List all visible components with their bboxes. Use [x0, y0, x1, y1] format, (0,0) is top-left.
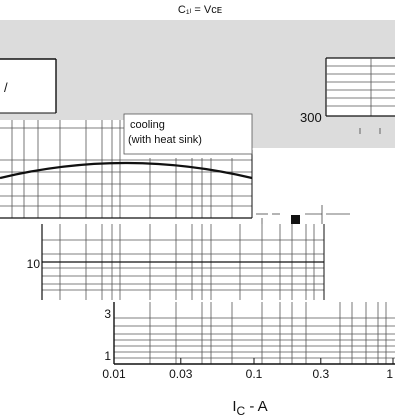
- x-tick-label: 1: [386, 367, 393, 381]
- top-right-panel: 300: [300, 57, 395, 125]
- cooling-curve: [0, 161, 253, 180]
- x-tick-label: 0.3: [312, 367, 329, 381]
- x-tick-label: 0.1: [246, 367, 263, 381]
- top-left-fragment: /: [4, 80, 8, 95]
- x-tick-label: 0.01: [102, 367, 126, 381]
- scan-artifacts: [256, 128, 381, 226]
- y-tick-label: 10: [27, 257, 41, 271]
- annotation-box: [123, 113, 253, 155]
- x-axis-label: IC - A: [232, 398, 267, 416]
- annotation-line-2: (with heat sink): [128, 134, 202, 146]
- mid-grid-panel: [41, 224, 325, 300]
- top-right-tick-label: 300: [300, 110, 322, 125]
- x-tick-label: 0.03: [169, 367, 193, 381]
- bottom-axis-panel: [108, 302, 395, 366]
- cut-off-label: C₁ₗ = Vᴄᴇ: [178, 4, 222, 16]
- main-grid-panel: cooling (with heat sink): [0, 113, 253, 219]
- top-left-panel: /: [0, 58, 57, 114]
- ink-blot: [291, 215, 300, 224]
- y-tick-label: 1: [104, 349, 111, 363]
- y-tick-label: 3: [104, 307, 111, 321]
- annotation-line-1: cooling: [130, 119, 165, 131]
